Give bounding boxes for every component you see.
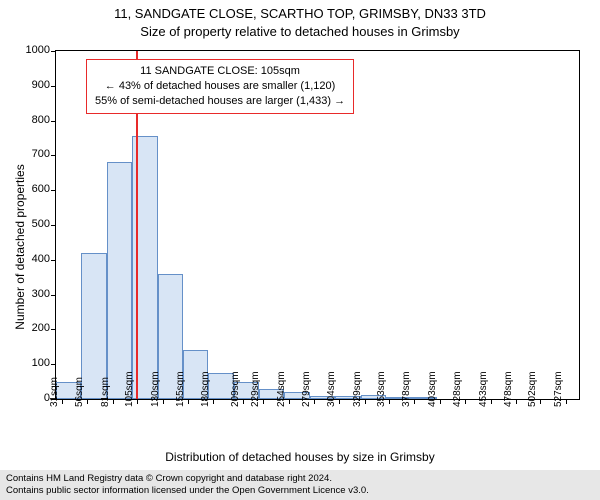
footer-line-2: Contains public sector information licen… xyxy=(6,485,594,497)
y-tick-label: 600 xyxy=(10,183,50,195)
annotation-line-3: 55% of semi-detached houses are larger (… xyxy=(95,94,345,109)
x-tick-label: 229sqm xyxy=(250,371,261,407)
x-tick-label: 502sqm xyxy=(527,371,538,407)
x-tick-label: 353sqm xyxy=(376,371,387,407)
x-tick-label: 180sqm xyxy=(200,371,211,407)
x-tick-label: 56sqm xyxy=(74,377,85,407)
x-tick-label: 31sqm xyxy=(49,377,60,407)
x-tick-label: 329sqm xyxy=(352,371,363,407)
title-line-2: Size of property relative to detached ho… xyxy=(0,24,600,39)
x-tick-label: 105sqm xyxy=(124,371,135,407)
x-tick-label: 527sqm xyxy=(553,371,564,407)
x-tick-label: 155sqm xyxy=(175,371,186,407)
y-tick-label: 900 xyxy=(10,79,50,91)
footer: Contains HM Land Registry data © Crown c… xyxy=(0,470,600,500)
x-tick-label: 378sqm xyxy=(401,371,412,407)
x-tick-label: 209sqm xyxy=(230,371,241,407)
footer-line-1: Contains HM Land Registry data © Crown c… xyxy=(6,473,594,485)
y-tick-label: 0 xyxy=(10,392,50,404)
y-tick-label: 300 xyxy=(10,288,50,300)
y-tick-label: 400 xyxy=(10,253,50,265)
x-tick-label: 428sqm xyxy=(452,371,463,407)
y-tick-label: 500 xyxy=(10,218,50,230)
y-tick-label: 1000 xyxy=(10,44,50,56)
y-tick-label: 700 xyxy=(10,148,50,160)
y-axis-label: Number of detached properties xyxy=(13,47,27,447)
x-tick-label: 304sqm xyxy=(326,371,337,407)
annotation-line-2: ← 43% of detached houses are smaller (1,… xyxy=(95,79,345,94)
x-tick-label: 478sqm xyxy=(503,371,514,407)
x-tick-label: 279sqm xyxy=(301,371,312,407)
x-tick-label: 403sqm xyxy=(427,371,438,407)
title-line-1: 11, SANDGATE CLOSE, SCARTHO TOP, GRIMSBY… xyxy=(0,6,600,21)
y-tick-label: 800 xyxy=(10,114,50,126)
annotation-line-1: 11 SANDGATE CLOSE: 105sqm xyxy=(95,64,345,79)
y-tick-label: 200 xyxy=(10,322,50,334)
x-tick-label: 81sqm xyxy=(100,377,111,407)
y-tick-label: 100 xyxy=(10,357,50,369)
chart-container: 11, SANDGATE CLOSE, SCARTHO TOP, GRIMSBY… xyxy=(0,0,600,500)
x-tick-label: 130sqm xyxy=(150,371,161,407)
x-tick-label: 254sqm xyxy=(276,371,287,407)
plot-area: 0100200300400500600700800900100031sqm56s… xyxy=(55,50,580,400)
histogram-bar xyxy=(107,162,132,399)
annotation-box: 11 SANDGATE CLOSE: 105sqm ← 43% of detac… xyxy=(86,59,354,114)
x-axis-label: Distribution of detached houses by size … xyxy=(0,450,600,464)
x-tick-label: 453sqm xyxy=(478,371,489,407)
